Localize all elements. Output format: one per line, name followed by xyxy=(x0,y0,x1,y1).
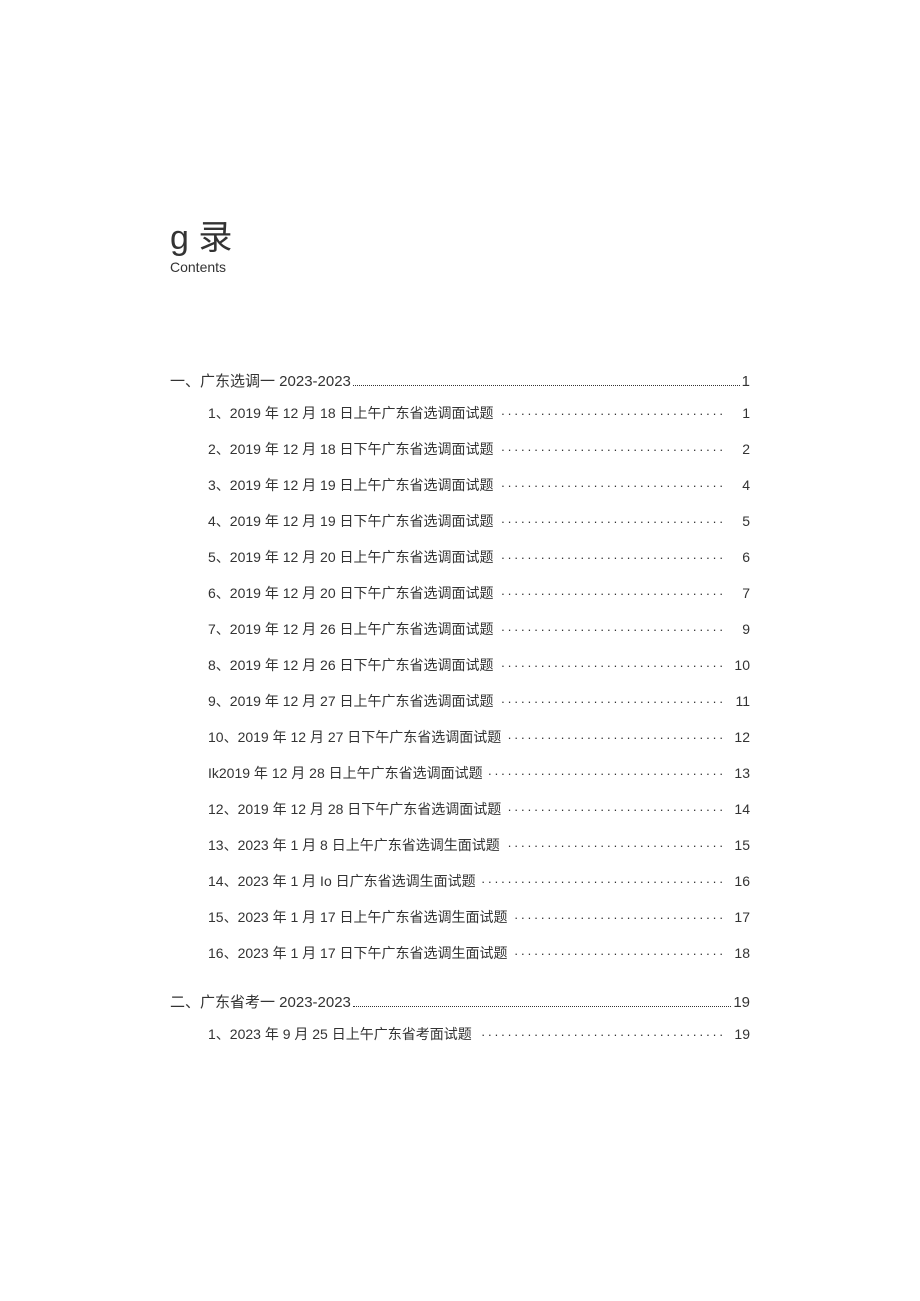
toc-entry-page: 16 xyxy=(732,873,750,889)
toc-entry-label: 2、2019 年 12 月 18 日下午广东省选调面试题 xyxy=(208,439,494,459)
toc-entry-label: 10、2019 年 12 月 27 日下午广东省选调面试题 xyxy=(208,727,501,747)
toc-leader-dots xyxy=(506,836,726,850)
toc-entry: 15、2023 年 1 月 17 日上午广东省选调生面试题 17 xyxy=(208,907,750,927)
toc-entry: 5、2019 年 12 月 20 日上午广东省选调面试题 6 xyxy=(208,547,750,567)
toc-entry-page: 10 xyxy=(732,657,750,673)
toc-leader-dots xyxy=(507,800,726,814)
toc-entry-page: 18 xyxy=(732,945,750,961)
toc-leader-dots xyxy=(500,476,726,490)
toc-leader-dots xyxy=(514,908,726,922)
toc-section-heading: 一、广东选调一 2023-2023 1 xyxy=(170,370,750,391)
toc-entry-label: 16、2023 年 1 月 17 日下午广东省选调生面试题 xyxy=(208,943,508,963)
toc-entry-page: 11 xyxy=(732,693,750,709)
toc-leader-dots xyxy=(500,692,726,706)
toc-section-label: 二、广东省考一 2023-2023 xyxy=(170,991,351,1012)
toc-entry-label: 12、2019 年 12 月 28 日下午广东省选调面试题 xyxy=(208,799,501,819)
toc-entry-label: Ik2019 年 12 月 28 日上午广东省选调面试题 xyxy=(208,763,483,783)
toc-leader-dots xyxy=(353,385,740,386)
toc-entry-page: 4 xyxy=(732,477,750,493)
toc-section-page: 1 xyxy=(742,373,750,390)
toc-entry: 10、2019 年 12 月 27 日下午广东省选调面试题 12 xyxy=(208,727,750,747)
toc-entry-label: 7、2019 年 12 月 26 日上午广东省选调面试题 xyxy=(208,619,494,639)
toc-entry-page: 2 xyxy=(732,441,750,457)
toc-entry-label: 1、2023 年 9 月 25 日上午广东省考面试题 xyxy=(208,1024,472,1044)
toc-entry: 1、2023 年 9 月 25 日上午广东省考面试题 19 xyxy=(208,1024,750,1044)
toc-entry-page: 1 xyxy=(732,405,750,421)
toc-entry-page: 5 xyxy=(732,513,750,529)
toc-leader-dots xyxy=(500,440,726,454)
toc-entry-label: 6、2019 年 12 月 20 日下午广东省选调面试题 xyxy=(208,583,494,603)
toc-leader-dots xyxy=(500,548,726,562)
toc-entry: 8、2019 年 12 月 26 日下午广东省选调面试题 10 xyxy=(208,655,750,675)
toc-entry: 4、2019 年 12 月 19 日下午广东省选调面试题 5 xyxy=(208,511,750,531)
toc-entry-page: 14 xyxy=(732,801,750,817)
toc-list: 1、2019 年 12 月 18 日上午广东省选调面试题 1 2、2019 年 … xyxy=(170,403,750,963)
toc-leader-dots xyxy=(500,404,726,418)
toc-entry: 9、2019 年 12 月 27 日上午广东省选调面试题 11 xyxy=(208,691,750,711)
toc-leader-dots xyxy=(478,1025,726,1039)
toc-entry-label: 15、2023 年 1 月 17 日上午广东省选调生面试题 xyxy=(208,907,508,927)
toc-entry-page: 17 xyxy=(732,909,750,925)
toc-entry-label: 1、2019 年 12 月 18 日上午广东省选调面试题 xyxy=(208,403,494,423)
toc-leader-dots xyxy=(353,1006,731,1007)
toc-entry-label: 9、2019 年 12 月 27 日上午广东省选调面试题 xyxy=(208,691,494,711)
toc-entry: 13、2023 年 1 月 8 日上午广东省选调生面试题 15 xyxy=(208,835,750,855)
toc-entry: 14、2023 年 1 月 Io 日广东省选调生面试题 16 xyxy=(208,871,750,891)
toc-list: 1、2023 年 9 月 25 日上午广东省考面试题 19 xyxy=(170,1024,750,1044)
toc-section-heading: 二、广东省考一 2023-2023 19 xyxy=(170,991,750,1012)
toc-entry-page: 15 xyxy=(732,837,750,853)
toc-entry-label: 14、2023 年 1 月 Io 日广东省选调生面试题 xyxy=(208,871,476,891)
toc-entry-label: 13、2023 年 1 月 8 日上午广东省选调生面试题 xyxy=(208,835,500,855)
toc-section-page: 19 xyxy=(733,994,750,1011)
toc-entry: 12、2019 年 12 月 28 日下午广东省选调面试题 14 xyxy=(208,799,750,819)
title-main: g 录 xyxy=(170,220,750,257)
title-subtitle: Contents xyxy=(170,259,750,275)
toc-leader-dots xyxy=(500,512,726,526)
document-page: g 录 Contents 一、广东选调一 2023-2023 1 1、2019 … xyxy=(0,0,920,1044)
title-block: g 录 Contents xyxy=(170,220,750,275)
toc-entry: Ik2019 年 12 月 28 日上午广东省选调面试题 13 xyxy=(208,763,750,783)
toc-entry: 16、2023 年 1 月 17 日下午广东省选调生面试题 18 xyxy=(208,943,750,963)
toc-entry: 3、2019 年 12 月 19 日上午广东省选调面试题 4 xyxy=(208,475,750,495)
toc-entry-page: 13 xyxy=(732,765,750,781)
toc-leader-dots xyxy=(507,728,726,742)
toc-entry-page: 9 xyxy=(732,621,750,637)
toc-entry: 7、2019 年 12 月 26 日上午广东省选调面试题 9 xyxy=(208,619,750,639)
toc-entry-label: 3、2019 年 12 月 19 日上午广东省选调面试题 xyxy=(208,475,494,495)
toc-entry-page: 7 xyxy=(732,585,750,601)
toc-entry-page: 19 xyxy=(732,1026,750,1042)
toc-entry: 6、2019 年 12 月 20 日下午广东省选调面试题 7 xyxy=(208,583,750,603)
toc-entry-label: 5、2019 年 12 月 20 日上午广东省选调面试题 xyxy=(208,547,494,567)
toc-leader-dots xyxy=(514,944,726,958)
toc-leader-dots xyxy=(500,584,726,598)
toc-entry-page: 6 xyxy=(732,549,750,565)
toc-leader-dots xyxy=(489,764,726,778)
toc-leader-dots xyxy=(482,872,726,886)
toc-leader-dots xyxy=(500,656,726,670)
toc-entry: 1、2019 年 12 月 18 日上午广东省选调面试题 1 xyxy=(208,403,750,423)
toc-entry-page: 12 xyxy=(732,729,750,745)
toc-leader-dots xyxy=(500,620,726,634)
toc-entry: 2、2019 年 12 月 18 日下午广东省选调面试题 2 xyxy=(208,439,750,459)
toc-section-label: 一、广东选调一 2023-2023 xyxy=(170,370,351,391)
toc-entry-label: 8、2019 年 12 月 26 日下午广东省选调面试题 xyxy=(208,655,494,675)
toc-entry-label: 4、2019 年 12 月 19 日下午广东省选调面试题 xyxy=(208,511,494,531)
